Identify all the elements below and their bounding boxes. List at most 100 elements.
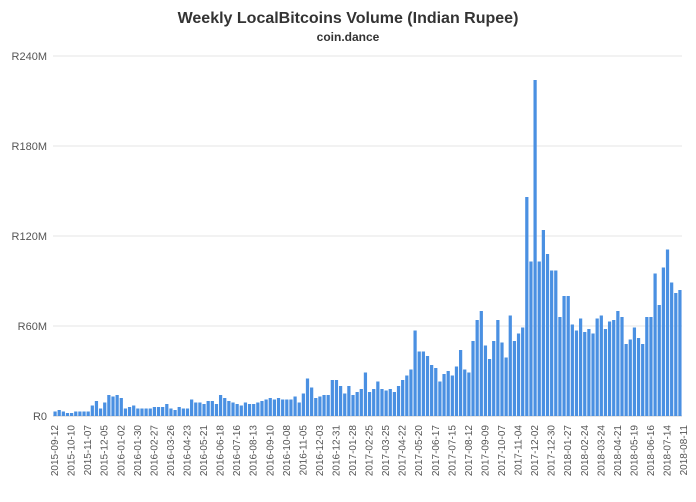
bar — [351, 395, 355, 416]
bar — [607, 321, 612, 416]
chart-subtitle: coin.dance — [316, 30, 380, 44]
bar — [483, 345, 488, 416]
bar — [123, 408, 128, 416]
bar — [500, 342, 504, 416]
bar — [595, 318, 599, 416]
bar — [256, 402, 260, 416]
x-tick-label: 2017-09-09 — [480, 425, 491, 477]
bar — [599, 315, 603, 416]
x-tick-label: 2017-12-30 — [547, 425, 558, 477]
bar — [487, 359, 492, 416]
bar — [574, 330, 579, 416]
x-tick-label: 2016-09-10 — [265, 425, 276, 477]
bar — [210, 401, 214, 416]
x-tick-label: 2016-12-31 — [331, 425, 342, 477]
bar — [70, 413, 74, 416]
bar — [657, 305, 661, 416]
bar — [450, 375, 454, 416]
y-tick-label: R0 — [33, 411, 47, 423]
bar — [53, 411, 57, 416]
bar — [579, 318, 583, 416]
bar — [678, 290, 682, 416]
x-tick-label: 2017-07-15 — [447, 425, 458, 477]
x-tick-label: 2017-06-17 — [431, 425, 442, 477]
bar — [355, 392, 359, 416]
bar — [98, 408, 103, 416]
bar — [239, 405, 243, 416]
bar — [434, 368, 438, 416]
x-tick-label: 2016-08-13 — [249, 425, 260, 477]
bar — [425, 356, 430, 416]
x-tick-label: 2015-09-12 — [50, 425, 61, 477]
bar — [119, 398, 123, 416]
bar — [293, 396, 297, 416]
bar — [645, 317, 649, 416]
bar — [479, 311, 483, 416]
bar — [529, 261, 533, 416]
x-tick-label: 2017-10-07 — [497, 425, 508, 477]
bar — [65, 413, 70, 416]
bar — [272, 399, 277, 416]
bar — [458, 350, 463, 416]
bar — [127, 407, 132, 416]
bar — [641, 344, 645, 416]
bar — [305, 378, 310, 416]
bar — [624, 344, 628, 416]
bar — [636, 338, 641, 416]
bar — [343, 393, 347, 416]
bar — [264, 399, 268, 416]
bar — [90, 405, 94, 416]
x-tick-label: 2018-04-21 — [613, 425, 624, 477]
bar — [446, 371, 450, 416]
bar — [177, 407, 181, 416]
bar — [190, 399, 194, 416]
bar — [314, 398, 318, 416]
bar — [533, 80, 537, 416]
bar — [330, 380, 334, 416]
bar — [620, 317, 624, 416]
bar — [653, 273, 657, 416]
bar — [396, 386, 401, 416]
bar — [86, 411, 90, 416]
bar — [583, 332, 587, 416]
x-tick-label: 2017-04-22 — [398, 425, 409, 477]
bar — [214, 404, 219, 416]
bar — [661, 267, 665, 416]
y-tick-label: R60M — [18, 321, 47, 333]
bar — [107, 395, 111, 416]
bar — [218, 395, 223, 416]
bar — [301, 393, 305, 416]
x-tick-label: 2018-01-27 — [563, 425, 574, 477]
bar — [512, 341, 517, 416]
bar — [384, 390, 388, 416]
bar — [57, 410, 61, 416]
bar — [670, 282, 674, 416]
bar — [525, 197, 529, 416]
bar — [285, 399, 289, 416]
bar — [310, 387, 314, 416]
bar — [508, 315, 512, 416]
bar — [454, 366, 459, 416]
bar — [252, 404, 256, 416]
bar — [61, 411, 65, 416]
y-tick-label: R180M — [12, 141, 47, 153]
bar — [338, 386, 343, 416]
bar — [202, 404, 206, 416]
x-tick-label: 2017-08-12 — [464, 425, 475, 477]
bar — [562, 296, 566, 416]
bar — [463, 369, 467, 416]
bar — [367, 392, 372, 416]
bar — [649, 317, 653, 416]
x-tick-label: 2016-11-05 — [298, 425, 309, 476]
bar — [223, 398, 227, 416]
x-tick-label: 2017-01-28 — [348, 425, 359, 477]
bar — [442, 374, 446, 416]
x-tick-label: 2018-05-19 — [629, 425, 640, 477]
bar — [181, 408, 185, 416]
bar — [603, 329, 608, 416]
bar — [537, 261, 541, 416]
bar — [405, 375, 409, 416]
bar — [413, 330, 417, 416]
